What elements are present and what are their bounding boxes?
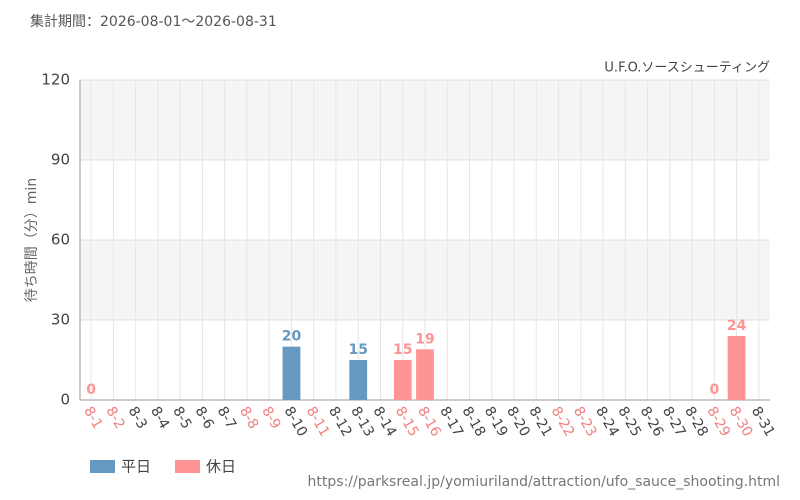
data-label: 15	[393, 342, 412, 358]
chart-subtitle: U.F.O.ソースシューティング	[604, 61, 770, 76]
x-tick-label: 8-7	[214, 404, 239, 432]
x-tick-label: 8-3	[125, 404, 150, 432]
y-axis-label: 待ち時間（分）min	[24, 178, 40, 302]
bar	[282, 346, 301, 400]
x-tick-label: 8-5	[169, 404, 194, 432]
data-label: 0	[709, 382, 719, 398]
x-tick-label: 8-9	[258, 404, 283, 432]
x-tick-label: 8-6	[191, 404, 216, 432]
y-tick-label: 120	[41, 71, 70, 89]
legend-label: 休日	[206, 458, 236, 476]
data-label: 24	[727, 318, 747, 334]
legend-swatch	[175, 460, 200, 473]
x-tick-label: 8-1	[80, 404, 105, 432]
data-label: 0	[86, 382, 96, 398]
data-label: 20	[282, 329, 302, 345]
legend-label: 平日	[121, 458, 151, 476]
y-tick-label: 30	[51, 311, 70, 329]
y-tick-label: 0	[60, 391, 70, 409]
bar	[727, 336, 746, 400]
chart-title: 集計期間：2026-08-01〜2026-08-31	[30, 13, 277, 30]
x-tick-label: 8-31	[748, 404, 778, 440]
data-label: 15	[348, 342, 367, 358]
bar	[416, 349, 434, 400]
legend-swatch	[90, 460, 115, 473]
y-tick-label: 90	[51, 151, 70, 169]
bar	[393, 360, 412, 400]
x-tick-label: 8-2	[102, 404, 127, 432]
x-tick-label: 8-8	[236, 404, 261, 432]
source-url: https://parksreal.jp/yomiuriland/attract…	[308, 474, 780, 490]
data-label: 19	[415, 331, 434, 347]
x-tick-label: 8-4	[147, 404, 172, 432]
y-tick-label: 60	[51, 231, 70, 249]
bar	[349, 360, 368, 400]
